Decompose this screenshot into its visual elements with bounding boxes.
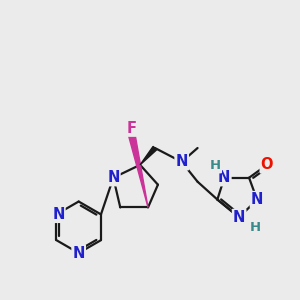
Polygon shape: [140, 146, 157, 165]
Text: N: N: [233, 210, 245, 225]
Polygon shape: [128, 131, 148, 208]
Text: N: N: [73, 245, 85, 260]
Text: H: H: [210, 159, 221, 172]
Text: N: N: [218, 170, 230, 185]
Text: N: N: [176, 154, 188, 169]
Text: H: H: [250, 221, 261, 234]
Text: N: N: [52, 207, 64, 222]
Text: F: F: [126, 121, 136, 136]
Text: O: O: [261, 158, 273, 172]
Text: N: N: [107, 170, 119, 185]
Text: N: N: [251, 192, 263, 207]
